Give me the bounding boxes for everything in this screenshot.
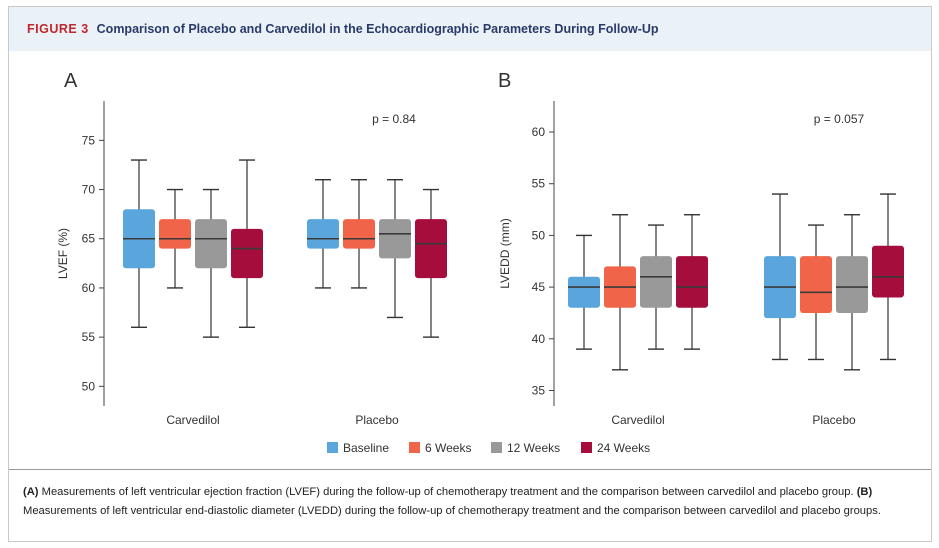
caption-a-text: Measurements of left ventricular ejectio…	[38, 486, 857, 498]
caption-b-tag: (B)	[856, 486, 873, 498]
box-24-weeks	[231, 228, 263, 279]
caption-a-tag: (A)	[23, 486, 39, 498]
p-value-annotation: p = 0.84	[372, 112, 416, 126]
legend-swatch	[491, 442, 502, 453]
y-tick-label: 55	[532, 177, 546, 191]
y-tick-label: 35	[532, 383, 546, 397]
box-baseline	[307, 219, 339, 249]
legend-swatch	[327, 442, 338, 453]
y-tick-label: 45	[532, 280, 546, 294]
y-tick-label: 75	[82, 133, 96, 147]
panel-label: A	[64, 70, 78, 92]
y-tick-label: 60	[532, 125, 546, 139]
box-baseline	[568, 276, 600, 308]
box-6-weeks	[343, 219, 375, 249]
figure-frame: FIGURE 3 Comparison of Placebo and Carve…	[8, 6, 932, 542]
box-6-weeks	[800, 256, 832, 313]
x-category-label: Placebo	[355, 413, 399, 427]
box-24-weeks	[872, 245, 904, 298]
y-tick-label: 50	[532, 228, 546, 242]
panel-label: B	[498, 70, 511, 92]
boxplot-figure: A 50 55 60 65 70 75 LVEF (%) p = 0.84 Carvedilol P…	[56, 70, 904, 455]
y-tick-label: 55	[82, 330, 96, 344]
x-category-label: Carvedilol	[166, 413, 219, 427]
box-24-weeks	[676, 256, 708, 308]
box-12-weeks	[379, 219, 411, 259]
y-axis-label: LVEDD (mm)	[498, 218, 512, 288]
figure-title: Comparison of Placebo and Carvedilol in …	[96, 22, 659, 36]
y-tick-label: 60	[82, 281, 96, 295]
figure-header: FIGURE 3 Comparison of Placebo and Carve…	[9, 7, 931, 51]
box-12-weeks	[640, 256, 672, 308]
figure-label: FIGURE 3	[27, 22, 89, 36]
y-tick-label: 65	[82, 232, 96, 246]
figure-caption: (A) Measurements of left ventricular eje…	[23, 483, 919, 521]
legend-label: 6 Weeks	[425, 441, 471, 455]
legend-label: 12 Weeks	[507, 441, 560, 455]
y-axis-label: LVEF (%)	[56, 228, 70, 279]
x-category-label: Carvedilol	[611, 413, 664, 427]
y-tick-label: 70	[82, 183, 96, 197]
box-12-weeks	[836, 256, 868, 313]
box-6-weeks	[159, 219, 191, 249]
x-category-label: Placebo	[812, 413, 856, 427]
caption-divider	[9, 469, 931, 470]
legend-swatch	[581, 442, 592, 453]
y-tick-label: 50	[82, 379, 96, 393]
caption-b-text: Measurements of left ventricular end-dia…	[23, 505, 881, 517]
box-24-weeks	[415, 219, 447, 279]
p-value-annotation: p = 0.057	[814, 112, 865, 126]
legend-label: 24 Weeks	[597, 441, 650, 455]
box-12-weeks	[195, 219, 227, 269]
y-tick-label: 40	[532, 332, 546, 346]
legend-label: Baseline	[343, 441, 389, 455]
legend-swatch	[409, 442, 420, 453]
